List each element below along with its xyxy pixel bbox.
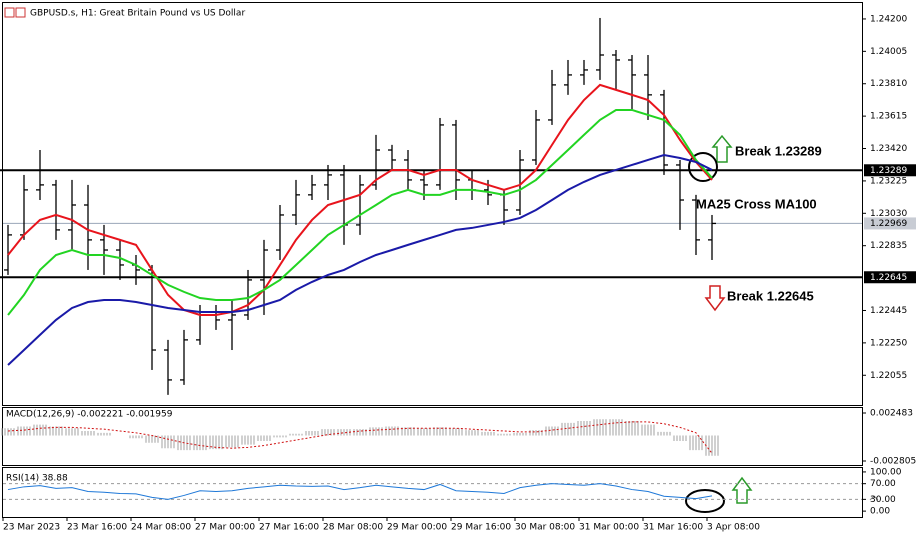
x-tick-label: 31 Mar 16:00 — [643, 523, 703, 533]
x-tick-label: 23 Mar 2023 — [3, 523, 60, 533]
y-tick-label: 0.00 — [870, 507, 890, 517]
scroll-marker — [869, 495, 879, 501]
y-tick-label: 0.002483 — [870, 408, 913, 418]
rsi-title: RSI(14) 38.88 — [6, 474, 68, 484]
annotation: Break 1.23289 — [735, 143, 822, 158]
x-tick-label: 29 Mar 00:00 — [387, 523, 447, 533]
level-label-box — [864, 164, 916, 177]
last-price-box — [864, 217, 916, 230]
x-tick-label: 27 Mar 16:00 — [259, 523, 319, 533]
chart-title: GBPUSD.s, H1: Great Britain Pound vs US … — [30, 9, 245, 19]
y-tick-label: 100.00 — [870, 467, 902, 477]
last-price-label: 1.22969 — [870, 219, 907, 229]
up-arrow — [711, 134, 733, 163]
macd-title: MACD(12,26,9) -0.002221 -0.001959 — [6, 410, 173, 420]
y-tick-label: 1.22055 — [870, 371, 907, 381]
y-tick-label: 30.00 — [870, 495, 896, 505]
level-label-box — [864, 271, 916, 284]
macd-frame — [2, 407, 863, 466]
x-tick-label: 3 Apr 08:00 — [707, 523, 760, 533]
x-tick-label: 27 Mar 00:00 — [195, 523, 255, 533]
y-tick-label: 1.22250 — [870, 338, 907, 348]
highlight-circle — [688, 152, 718, 182]
y-tick-label: 1.23615 — [870, 112, 907, 122]
icon — [4, 7, 15, 18]
y-tick-label: 1.23030 — [870, 209, 907, 219]
icon — [15, 7, 26, 18]
y-tick-label: 1.24005 — [870, 47, 907, 57]
line — [7, 483, 713, 500]
y-tick-label: 1.23810 — [870, 79, 907, 89]
annotation: Break 1.22645 — [727, 288, 814, 303]
x-tick-label: 24 Mar 08:00 — [131, 523, 191, 533]
x-tick-label: 31 Mar 00:00 — [579, 523, 639, 533]
y-tick-label: 1.23225 — [870, 176, 907, 186]
level-label: 1.22645 — [870, 273, 907, 283]
x-tick-label: 23 Mar 16:00 — [67, 523, 127, 533]
y-tick-label: -0.002805 — [870, 457, 916, 467]
main-frame — [2, 2, 863, 406]
line — [7, 153, 713, 366]
annotation: MA25 Cross MA100 — [696, 196, 817, 211]
x-tick-label: 28 Mar 08:00 — [323, 523, 383, 533]
line — [7, 421, 713, 454]
x-tick-label: 30 Mar 08:00 — [515, 523, 575, 533]
y-tick-label: 1.23420 — [870, 144, 907, 154]
x-tick-label: 29 Mar 16:00 — [451, 523, 511, 533]
level-label: 1.23289 — [870, 166, 907, 176]
line — [7, 108, 713, 316]
y-tick-label: 1.24200 — [870, 14, 907, 24]
y-tick-label: 70.00 — [870, 479, 896, 489]
down-arrow — [704, 285, 726, 312]
y-tick-label: 1.22835 — [870, 241, 907, 251]
line — [7, 83, 713, 316]
rsi-frame — [2, 467, 863, 518]
up-arrow — [731, 476, 753, 504]
highlight-circle — [685, 489, 725, 513]
symbol-icons — [4, 7, 26, 18]
y-tick-label: 1.22445 — [870, 306, 907, 316]
